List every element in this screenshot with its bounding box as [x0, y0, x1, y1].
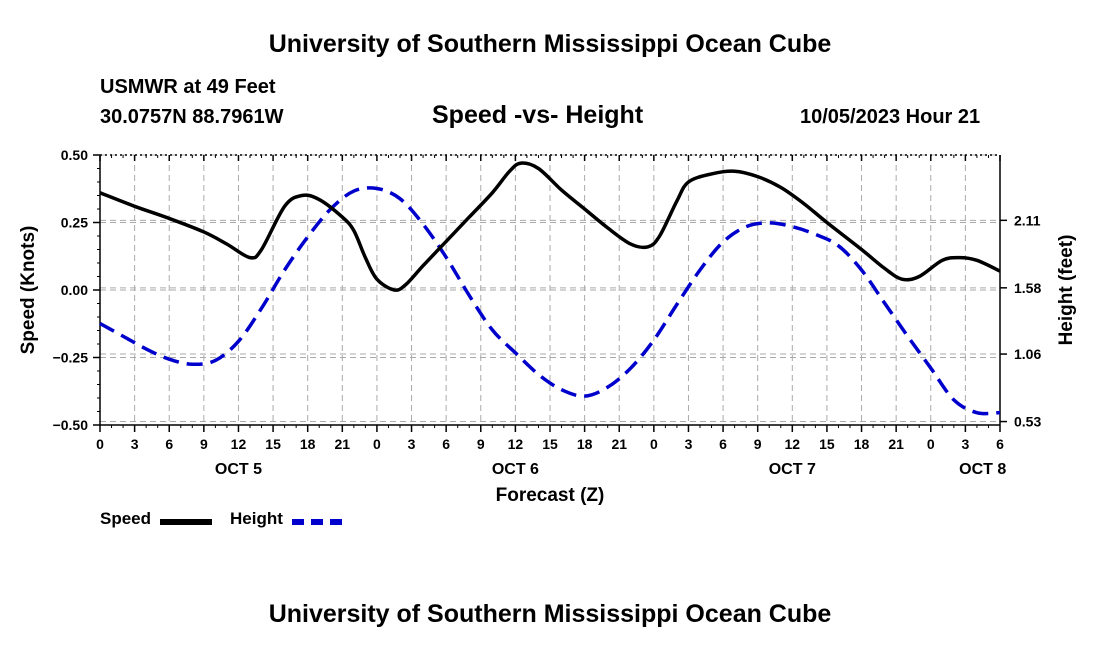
x-tick-label: 6: [996, 436, 1004, 452]
x-tick-label: 3: [131, 436, 139, 452]
y-right-tick-label: 2.11: [1014, 212, 1041, 228]
x-tick-label: 12: [231, 436, 247, 452]
footer-title: University of Southern Mississippi Ocean…: [268, 600, 832, 628]
series-line-speed: [99, 161, 1001, 292]
x-tick-label: 0: [96, 436, 104, 452]
legend-speed-label: Speed: [100, 509, 152, 528]
y-right-tick-label: 1.06: [1014, 346, 1041, 362]
legend-height-label: Height: [230, 509, 283, 528]
x-tick-label: 3: [685, 436, 693, 452]
x-tick-label: 12: [508, 436, 524, 452]
x-tick-label: 0: [373, 436, 381, 452]
x-tick-label: 21: [611, 436, 627, 452]
x-tick-label: 3: [408, 436, 416, 452]
x-tick-label: 9: [477, 436, 485, 452]
x-tick-label: 6: [442, 436, 450, 452]
coordinates-label: 30.0757N 88.7961W: [100, 106, 284, 128]
x-day-label: OCT 5: [215, 461, 262, 478]
x-tick-label: 15: [265, 436, 281, 452]
y-right-axis-title: Height (feet): [1056, 235, 1077, 346]
x-tick-label: 6: [165, 436, 173, 452]
x-tick-label: 18: [854, 436, 870, 452]
x-tick-label: 18: [300, 436, 316, 452]
y-right-tick-label: 0.53: [1014, 414, 1041, 430]
page-title: University of Southern Mississippi Ocean…: [268, 30, 832, 58]
x-tick-label: 12: [785, 436, 801, 452]
legend-speed-swatch: [160, 519, 212, 525]
x-tick-label: 15: [542, 436, 558, 452]
x-tick-label: 9: [754, 436, 762, 452]
datetime-label: 10/05/2023 Hour 21: [800, 106, 981, 128]
x-tick-label: 21: [888, 436, 904, 452]
y-left-tick-label: 0.50: [61, 147, 88, 163]
y-left-axis-title: Speed (Knots): [18, 226, 39, 355]
y-right-tick-label: 1.58: [1014, 280, 1041, 296]
x-tick-label: 18: [577, 436, 593, 452]
x-tick-label: 15: [819, 436, 835, 452]
x-axis-title: Forecast (Z): [496, 485, 605, 506]
y-left-tick-label: −0.25: [53, 350, 89, 366]
x-tick-label: 21: [335, 436, 351, 452]
station-label: USMWR at 49 Feet: [100, 76, 276, 98]
y-left-tick-label: −0.50: [53, 417, 89, 433]
x-day-label: OCT 7: [769, 461, 816, 478]
chart-title: Speed -vs- Height: [432, 101, 644, 129]
x-tick-label: 3: [961, 436, 969, 452]
x-tick-label: 9: [200, 436, 208, 452]
x-tick-label: 0: [927, 436, 935, 452]
x-day-label: OCT 8: [959, 461, 1006, 478]
y-left-tick-label: 0.25: [61, 215, 88, 231]
y-left-tick-label: 0.00: [61, 282, 88, 298]
x-day-label: OCT 6: [492, 461, 539, 478]
x-tick-label: 6: [719, 436, 727, 452]
series-line-height: [99, 186, 1001, 416]
x-tick-label: 0: [650, 436, 658, 452]
legend-height-swatch: [292, 519, 342, 525]
